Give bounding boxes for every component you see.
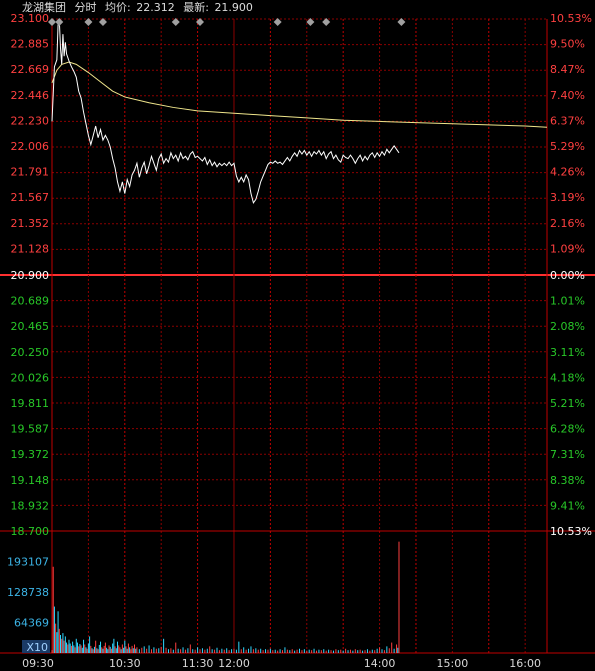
pct-tick-label: 9.50%	[550, 38, 585, 51]
pct-tick-label: 6.37%	[550, 114, 585, 127]
price-tick-label: 20.900	[11, 269, 50, 282]
event-marker-icon[interactable]	[397, 18, 406, 26]
event-marker-icon[interactable]	[171, 18, 180, 26]
price-tick-label: 22.006	[11, 140, 50, 153]
price-tick-label: 21.567	[11, 191, 50, 204]
price-line	[51, 18, 400, 205]
pct-tick-label: 2.16%	[550, 217, 585, 230]
price-tick-label: 20.465	[11, 320, 50, 333]
mode-label[interactable]: 分时	[74, 1, 97, 14]
pct-tick-label: 8.47%	[550, 63, 585, 76]
price-tick-label: 19.148	[11, 474, 50, 487]
price-tick-label: 21.791	[11, 166, 50, 179]
pct-tick-label: 5.29%	[550, 140, 585, 153]
pct-tick-label: 3.19%	[550, 191, 585, 204]
event-marker-icon[interactable]	[55, 18, 64, 26]
time-label: 16:00	[509, 657, 541, 670]
avg-series-line	[51, 61, 548, 128]
pct-tick-label: 1.01%	[550, 295, 585, 308]
pct-tick-label: 10.53%	[550, 525, 592, 538]
pct-tick-label: 7.40%	[550, 89, 585, 102]
price-tick-label: 19.587	[11, 423, 50, 436]
pct-tick-label: 2.08%	[550, 320, 585, 333]
event-marker-icon[interactable]	[322, 18, 331, 26]
price-tick-label: 20.026	[11, 371, 50, 384]
price-tick-label: 22.446	[11, 89, 50, 102]
event-marker-icon[interactable]	[84, 18, 93, 26]
event-marker-icon[interactable]	[48, 18, 56, 26]
time-label: 12:00	[218, 657, 250, 670]
grid	[0, 18, 595, 654]
volume-unit-label: X10	[26, 641, 48, 654]
time-label: 15:00	[437, 657, 469, 670]
event-marker-icon[interactable]	[273, 18, 282, 26]
price-tick-label: 21.128	[11, 242, 50, 255]
price-tick-label: 20.250	[11, 346, 50, 359]
event-marker-icon[interactable]	[306, 18, 315, 26]
avg-price-label: 均价:	[105, 1, 131, 14]
price-tick-label: 20.689	[11, 295, 50, 308]
avg-price-line	[51, 61, 548, 128]
event-marker-icon[interactable]	[98, 18, 107, 26]
event-markers[interactable]	[48, 18, 406, 26]
volume-unit-box	[22, 640, 50, 653]
pct-tick-label: 7.31%	[550, 448, 585, 461]
price-tick-label: 18.700	[11, 525, 50, 538]
volume-tick-label: 193107	[7, 556, 49, 569]
price-tick-label: 22.885	[11, 38, 50, 51]
pct-tick-label: 1.09%	[550, 242, 585, 255]
price-tick-label: 22.230	[11, 114, 50, 127]
price-tick-label: 19.811	[11, 397, 50, 410]
price-series-line	[51, 18, 400, 205]
volume-bars	[51, 541, 400, 653]
pct-tick-label: 6.28%	[550, 423, 585, 436]
price-tick-label: 23.100	[11, 12, 50, 25]
pct-tick-label: 9.41%	[550, 499, 585, 512]
axis-labels: 23.100 22.885 22.669 22.446 22.230 22.006 21.7…	[7, 12, 592, 670]
time-label: 14:00	[364, 657, 396, 670]
pct-tick-label: 4.18%	[550, 371, 585, 384]
price-tick-label: 19.372	[11, 448, 50, 461]
pct-tick-label: 0.00%	[550, 269, 585, 282]
time-label: 10:30	[109, 657, 141, 670]
volume-tick-label: 64369	[14, 617, 49, 630]
avg-price-value: 22.312	[136, 1, 175, 14]
chart-header: 龙湖集团 分时 均价: 22.312 最新: 21.900	[22, 1, 258, 15]
price-tick-label: 22.669	[11, 63, 50, 76]
price-tick-label: 21.352	[11, 217, 50, 230]
stock-name: 龙湖集团	[22, 1, 66, 14]
time-label: 11:30	[182, 657, 214, 670]
last-price-label: 最新:	[183, 1, 209, 14]
pct-tick-label: 10.53%	[550, 12, 592, 25]
volume-tick-label: 128738	[7, 586, 49, 599]
time-label: 09:30	[22, 657, 54, 670]
pct-tick-label: 4.26%	[550, 166, 585, 179]
pct-tick-label: 8.38%	[550, 474, 585, 487]
pct-tick-label: 3.11%	[550, 346, 585, 359]
pct-tick-label: 5.21%	[550, 397, 585, 410]
price-tick-label: 18.932	[11, 499, 50, 512]
last-price-value: 21.900	[214, 1, 253, 14]
event-marker-icon[interactable]	[196, 18, 205, 26]
